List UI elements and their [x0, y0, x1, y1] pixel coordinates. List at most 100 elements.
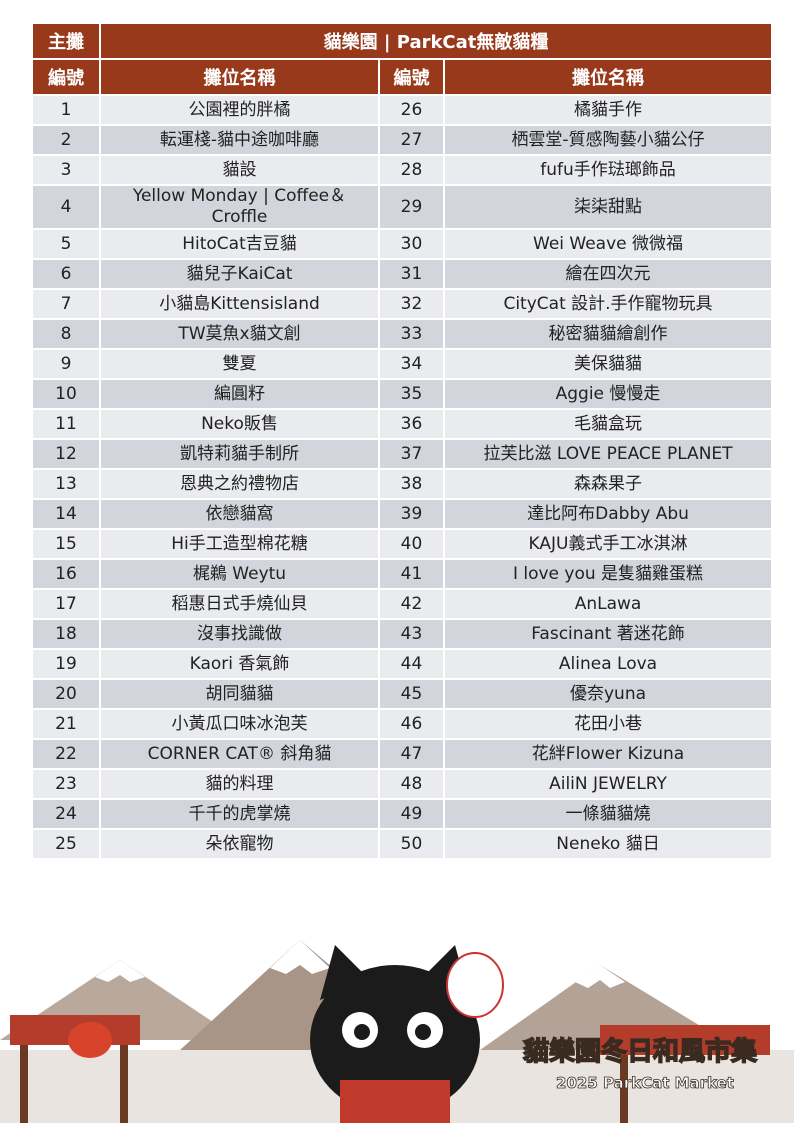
stall-name: 貓兒子KaiCat [99, 258, 380, 290]
banner-subtitle: 2025 ParkCat Market [556, 1074, 734, 1092]
column-header: 編號 [31, 58, 101, 96]
stall-number: 46 [378, 708, 445, 740]
stall-name: 朵依寵物 [99, 828, 380, 860]
stall-number: 37 [378, 438, 445, 470]
stall-name: Wei Weave 微微福 [442, 228, 774, 260]
stall-name: 森森果子 [442, 468, 774, 500]
stall-number: 19 [31, 648, 101, 680]
stall-number: 39 [378, 498, 445, 530]
stall-name: 優奈yuna [442, 678, 774, 710]
stall-name: HitoCat吉豆貓 [99, 228, 380, 260]
cat-pupil [415, 1024, 431, 1040]
stall-number: 22 [31, 738, 101, 770]
table-row: 7 小貓島Kittensisland 32 CityCat 設計.手作寵物玩具 [31, 288, 774, 320]
table-row: 5 HitoCat吉豆貓 30 Wei Weave 微微福 [31, 228, 774, 260]
stall-number: 40 [378, 528, 445, 560]
stall-number: 16 [31, 558, 101, 590]
header-cell: 主攤 [31, 22, 101, 60]
stall-name: fufu手作琺瑯飾品 [442, 154, 774, 186]
stall-name: 貓的料理 [99, 768, 380, 800]
table-row: 13 恩典之約禮物店 38 森森果子 [31, 468, 774, 500]
stall-name: Aggie 慢慢走 [442, 378, 774, 410]
stall-number: 36 [378, 408, 445, 440]
stall-number: 13 [31, 468, 101, 500]
table-body: 1 公園裡的胖橘 26 橘貓手作 2 転運棧-貓中途咖啡廳 27 栖雲堂-質感陶藝小貓公仔 3 貓… [31, 94, 774, 860]
table-row: 3 貓設 28 fufu手作琺瑯飾品 [31, 154, 774, 186]
table-row: 8 TW莫魚x貓文創 33 秘密貓貓繪創作 [31, 318, 774, 350]
stall-number: 8 [31, 318, 101, 350]
fox-mask [446, 952, 504, 1018]
stall-number: 24 [31, 798, 101, 830]
stall-name: Yellow Monday | Coffee＆Croffle [99, 184, 380, 230]
stall-name: 凱特莉貓手制所 [99, 438, 380, 470]
snow-cap [575, 965, 625, 988]
stall-name: 一條貓貓燒 [442, 798, 774, 830]
stall-number: 20 [31, 678, 101, 710]
stall-number: 33 [378, 318, 445, 350]
column-header: 編號 [378, 58, 445, 96]
stall-post [120, 1045, 128, 1123]
stall-name: 転運棧-貓中途咖啡廳 [99, 124, 380, 156]
stall-name: 達比阿布Dabby Abu [442, 498, 774, 530]
stall-name: 小貓島Kittensisland [99, 288, 380, 320]
stall-number: 3 [31, 154, 101, 186]
stall-name: 拉芙比滋 LOVE PEACE PLANET [442, 438, 774, 470]
stall-number: 7 [31, 288, 101, 320]
stall-name: 恩典之約禮物店 [99, 468, 380, 500]
stall-number: 15 [31, 528, 101, 560]
stall-number: 34 [378, 348, 445, 380]
stall-name: 雙夏 [99, 348, 380, 380]
table-row: 10 編圓籽 35 Aggie 慢慢走 [31, 378, 774, 410]
stall-name: 小黃瓜口味冰泡芙 [99, 708, 380, 740]
stall-number: 28 [378, 154, 445, 186]
stall-name: Fascinant 著迷花飾 [442, 618, 774, 650]
stall-name: AnLawa [442, 588, 774, 620]
stall-number: 43 [378, 618, 445, 650]
stall-name: 柒柒甜點 [442, 184, 774, 230]
stall-number: 10 [31, 378, 101, 410]
stall-name: 秘密貓貓繪創作 [442, 318, 774, 350]
stall-number: 21 [31, 708, 101, 740]
cat-ear [320, 945, 370, 1000]
table-row: 22 CORNER CAT® 斜角貓 47 花絆Flower Kizuna [31, 738, 774, 770]
stall-number: 35 [378, 378, 445, 410]
stall-post [620, 1055, 628, 1123]
stall-name: TW莫魚x貓文創 [99, 318, 380, 350]
table-row: 19 Kaori 香氣飾 44 Alinea Lova [31, 648, 774, 680]
stall-name: 公園裡的胖橘 [99, 94, 380, 126]
stall-number: 47 [378, 738, 445, 770]
stall-number: 23 [31, 768, 101, 800]
table-row: 14 依戀貓窩 39 達比阿布Dabby Abu [31, 498, 774, 530]
stall-number: 18 [31, 618, 101, 650]
table-row: 17 稻惠日式手燒仙貝 42 AnLawa [31, 588, 774, 620]
stall-number: 12 [31, 438, 101, 470]
stall-name: 栖雲堂-質感陶藝小貓公仔 [442, 124, 774, 156]
stall-name: 梶鵜 Weytu [99, 558, 380, 590]
stall-number: 25 [31, 828, 101, 860]
snow-cap [95, 960, 145, 982]
stall-name: CityCat 設計.手作寵物玩具 [442, 288, 774, 320]
stall-name: KAJU義式手工冰淇淋 [442, 528, 774, 560]
stall-number: 26 [378, 94, 445, 126]
banner-title: 貓樂園冬日和風市集 [523, 1036, 758, 1067]
stall-number: 31 [378, 258, 445, 290]
table-row: 18 沒事找識做 43 Fascinant 著迷花飾 [31, 618, 774, 650]
stall-number: 29 [378, 184, 445, 230]
table-row: 23 貓的料理 48 AiliN JEWELRY [31, 768, 774, 800]
stall-name: 花絆Flower Kizuna [442, 738, 774, 770]
snow-cap [270, 940, 330, 974]
table-row: 21 小黃瓜口味冰泡芙 46 花田小巷 [31, 708, 774, 740]
black-cat [310, 965, 480, 1115]
stall-number: 14 [31, 498, 101, 530]
stall-number: 2 [31, 124, 101, 156]
stall-name: 編圓籽 [99, 378, 380, 410]
stall-name: AiliN JEWELRY [442, 768, 774, 800]
table-row: 1 公園裡的胖橘 26 橘貓手作 [31, 94, 774, 126]
stall-name: 沒事找識做 [99, 618, 380, 650]
stall-number: 30 [378, 228, 445, 260]
stall-name: 千千的虎掌燒 [99, 798, 380, 830]
stall-name: I love you 是隻貓雞蛋糕 [442, 558, 774, 590]
stall-number: 9 [31, 348, 101, 380]
column-header: 攤位名稱 [99, 58, 380, 96]
